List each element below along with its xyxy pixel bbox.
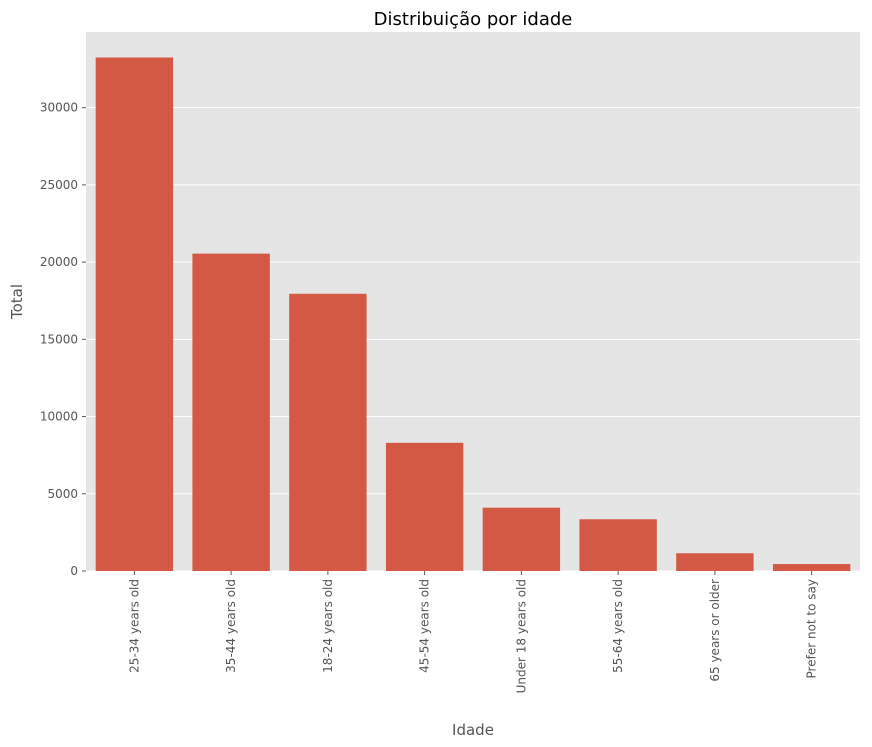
x-tick-label: 18-24 years old xyxy=(321,579,335,673)
bar xyxy=(289,293,367,571)
x-tick-label: 35-44 years old xyxy=(224,579,238,673)
x-tick-label: 65 years or older xyxy=(708,579,722,682)
chart-title: Distribuição por idade xyxy=(374,9,573,30)
bars xyxy=(95,57,851,572)
bar xyxy=(385,442,464,571)
x-tick-label: Under 18 years old xyxy=(514,579,528,693)
bar xyxy=(192,253,270,571)
y-tick-label: 0 xyxy=(70,564,78,578)
x-tick-label: 25-34 years old xyxy=(127,579,141,673)
y-tick-label: 15000 xyxy=(40,332,78,346)
bar xyxy=(482,507,561,571)
y-tick-label: 5000 xyxy=(47,487,78,501)
bar xyxy=(95,57,174,572)
bar xyxy=(772,564,851,571)
x-axis-ticks: 25-34 years old 35-44 years old 18-24 year… xyxy=(127,571,819,693)
x-tick-label: 45-54 years old xyxy=(418,579,432,673)
y-axis-label: Total xyxy=(8,284,26,320)
y-axis-ticks: 0 5000 10000 15000 20000 25000 30000 xyxy=(40,101,86,578)
y-tick-label: 25000 xyxy=(40,178,78,192)
bar xyxy=(676,553,754,571)
y-tick-label: 20000 xyxy=(40,255,78,269)
y-tick-label: 30000 xyxy=(40,101,78,115)
x-tick-label: 55-64 years old xyxy=(611,579,625,673)
bar xyxy=(579,519,657,571)
x-tick-label: Prefer not to say xyxy=(805,579,819,678)
x-axis-label: Idade xyxy=(452,721,494,739)
y-tick-label: 10000 xyxy=(40,410,78,424)
